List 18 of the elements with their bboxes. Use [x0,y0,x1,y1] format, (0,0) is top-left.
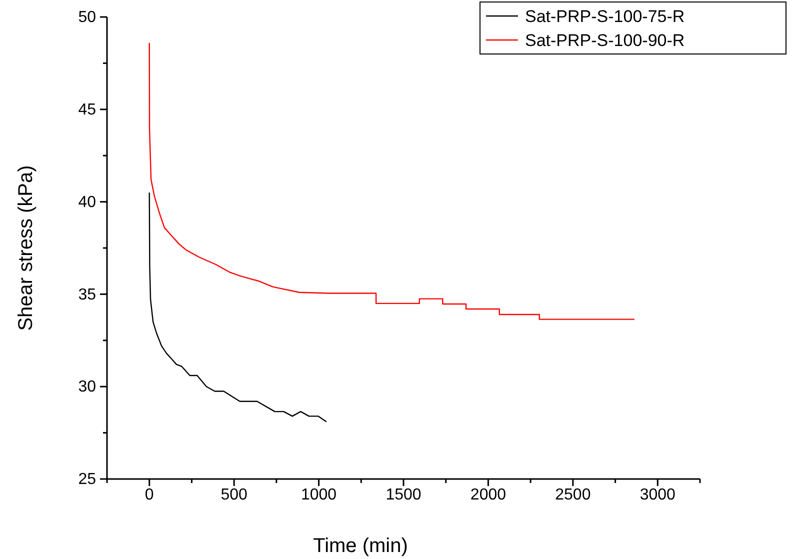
x-tick-label: 2000 [470,486,506,504]
y-tick-label: 25 [78,471,96,488]
x-tick-label: 500 [220,486,248,504]
legend-label: Sat-PRP-S-100-90-R [525,31,685,50]
y-tick-label: 45 [78,102,96,119]
y-axis-title: Shear stress (kPa) [15,165,37,331]
legend-label: Sat-PRP-S-100-75-R [525,7,685,26]
y-tick-label: 30 [78,378,96,396]
x-tick-label: 1000 [300,486,337,504]
x-tick-label: 3000 [640,486,676,504]
x-tick-label: 0 [144,486,154,504]
y-tick-label: 40 [78,194,96,211]
x-tick-label: 2500 [555,486,591,504]
x-axis-title: Time (min) [313,535,408,557]
y-tick-label: 35 [78,286,96,304]
y-tick-label: 50 [78,9,96,26]
x-tick-label: 1500 [386,486,422,504]
line-series [148,192,328,422]
